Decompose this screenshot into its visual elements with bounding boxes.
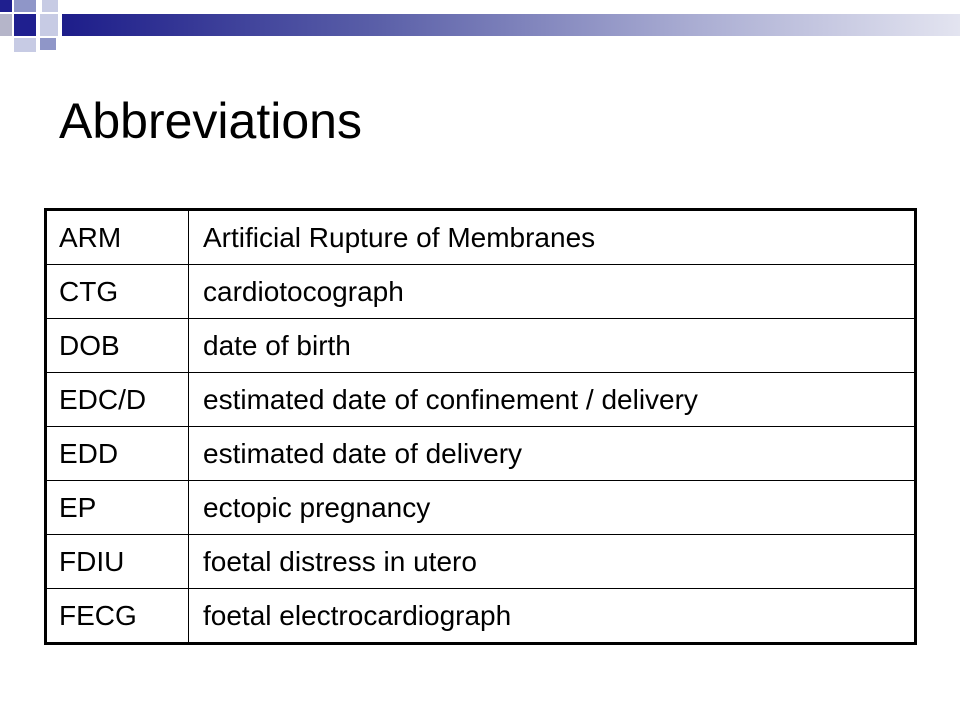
abbreviation-meaning: foetal distress in utero [188,534,916,589]
abbreviation-meaning: cardiotocograph [188,264,916,319]
abbreviations-table: ARM Artificial Rupture of Membranes CTG … [44,208,917,645]
abbreviation-term: EP [45,480,189,535]
abbreviation-term: FECG [45,588,189,644]
decor-square [14,0,36,12]
decor-square [14,38,36,52]
abbreviation-term: EDC/D [45,372,189,427]
decor-square [14,14,36,36]
abbreviation-meaning: estimated date of confinement / delivery [188,372,916,427]
abbreviation-meaning: estimated date of delivery [188,426,916,481]
table-row: EDD estimated date of delivery [45,426,916,481]
decor-square [40,14,58,36]
abbreviation-term: EDD [45,426,189,481]
abbreviation-term: DOB [45,318,189,373]
table-row: EP ectopic pregnancy [45,480,916,535]
header-decoration [0,0,960,60]
table-row: CTG cardiotocograph [45,264,916,319]
table-row: ARM Artificial Rupture of Membranes [45,209,916,265]
header-bar [62,14,960,36]
decor-square [40,38,56,50]
abbreviation-term: ARM [45,209,189,265]
slide-title: Abbreviations [59,93,362,149]
abbreviation-meaning: date of birth [188,318,916,373]
table-row: FECG foetal electrocardiograph [45,588,916,644]
decor-square [0,14,12,36]
decor-square [0,0,12,12]
abbreviation-term: CTG [45,264,189,319]
table-row: FDIU foetal distress in utero [45,534,916,589]
abbreviation-term: FDIU [45,534,189,589]
abbreviation-meaning: ectopic pregnancy [188,480,916,535]
table-row: DOB date of birth [45,318,916,373]
decor-square [42,0,58,12]
abbreviation-meaning: foetal electrocardiograph [188,588,916,644]
abbreviation-meaning: Artificial Rupture of Membranes [188,209,916,265]
table-row: EDC/D estimated date of confinement / de… [45,372,916,427]
